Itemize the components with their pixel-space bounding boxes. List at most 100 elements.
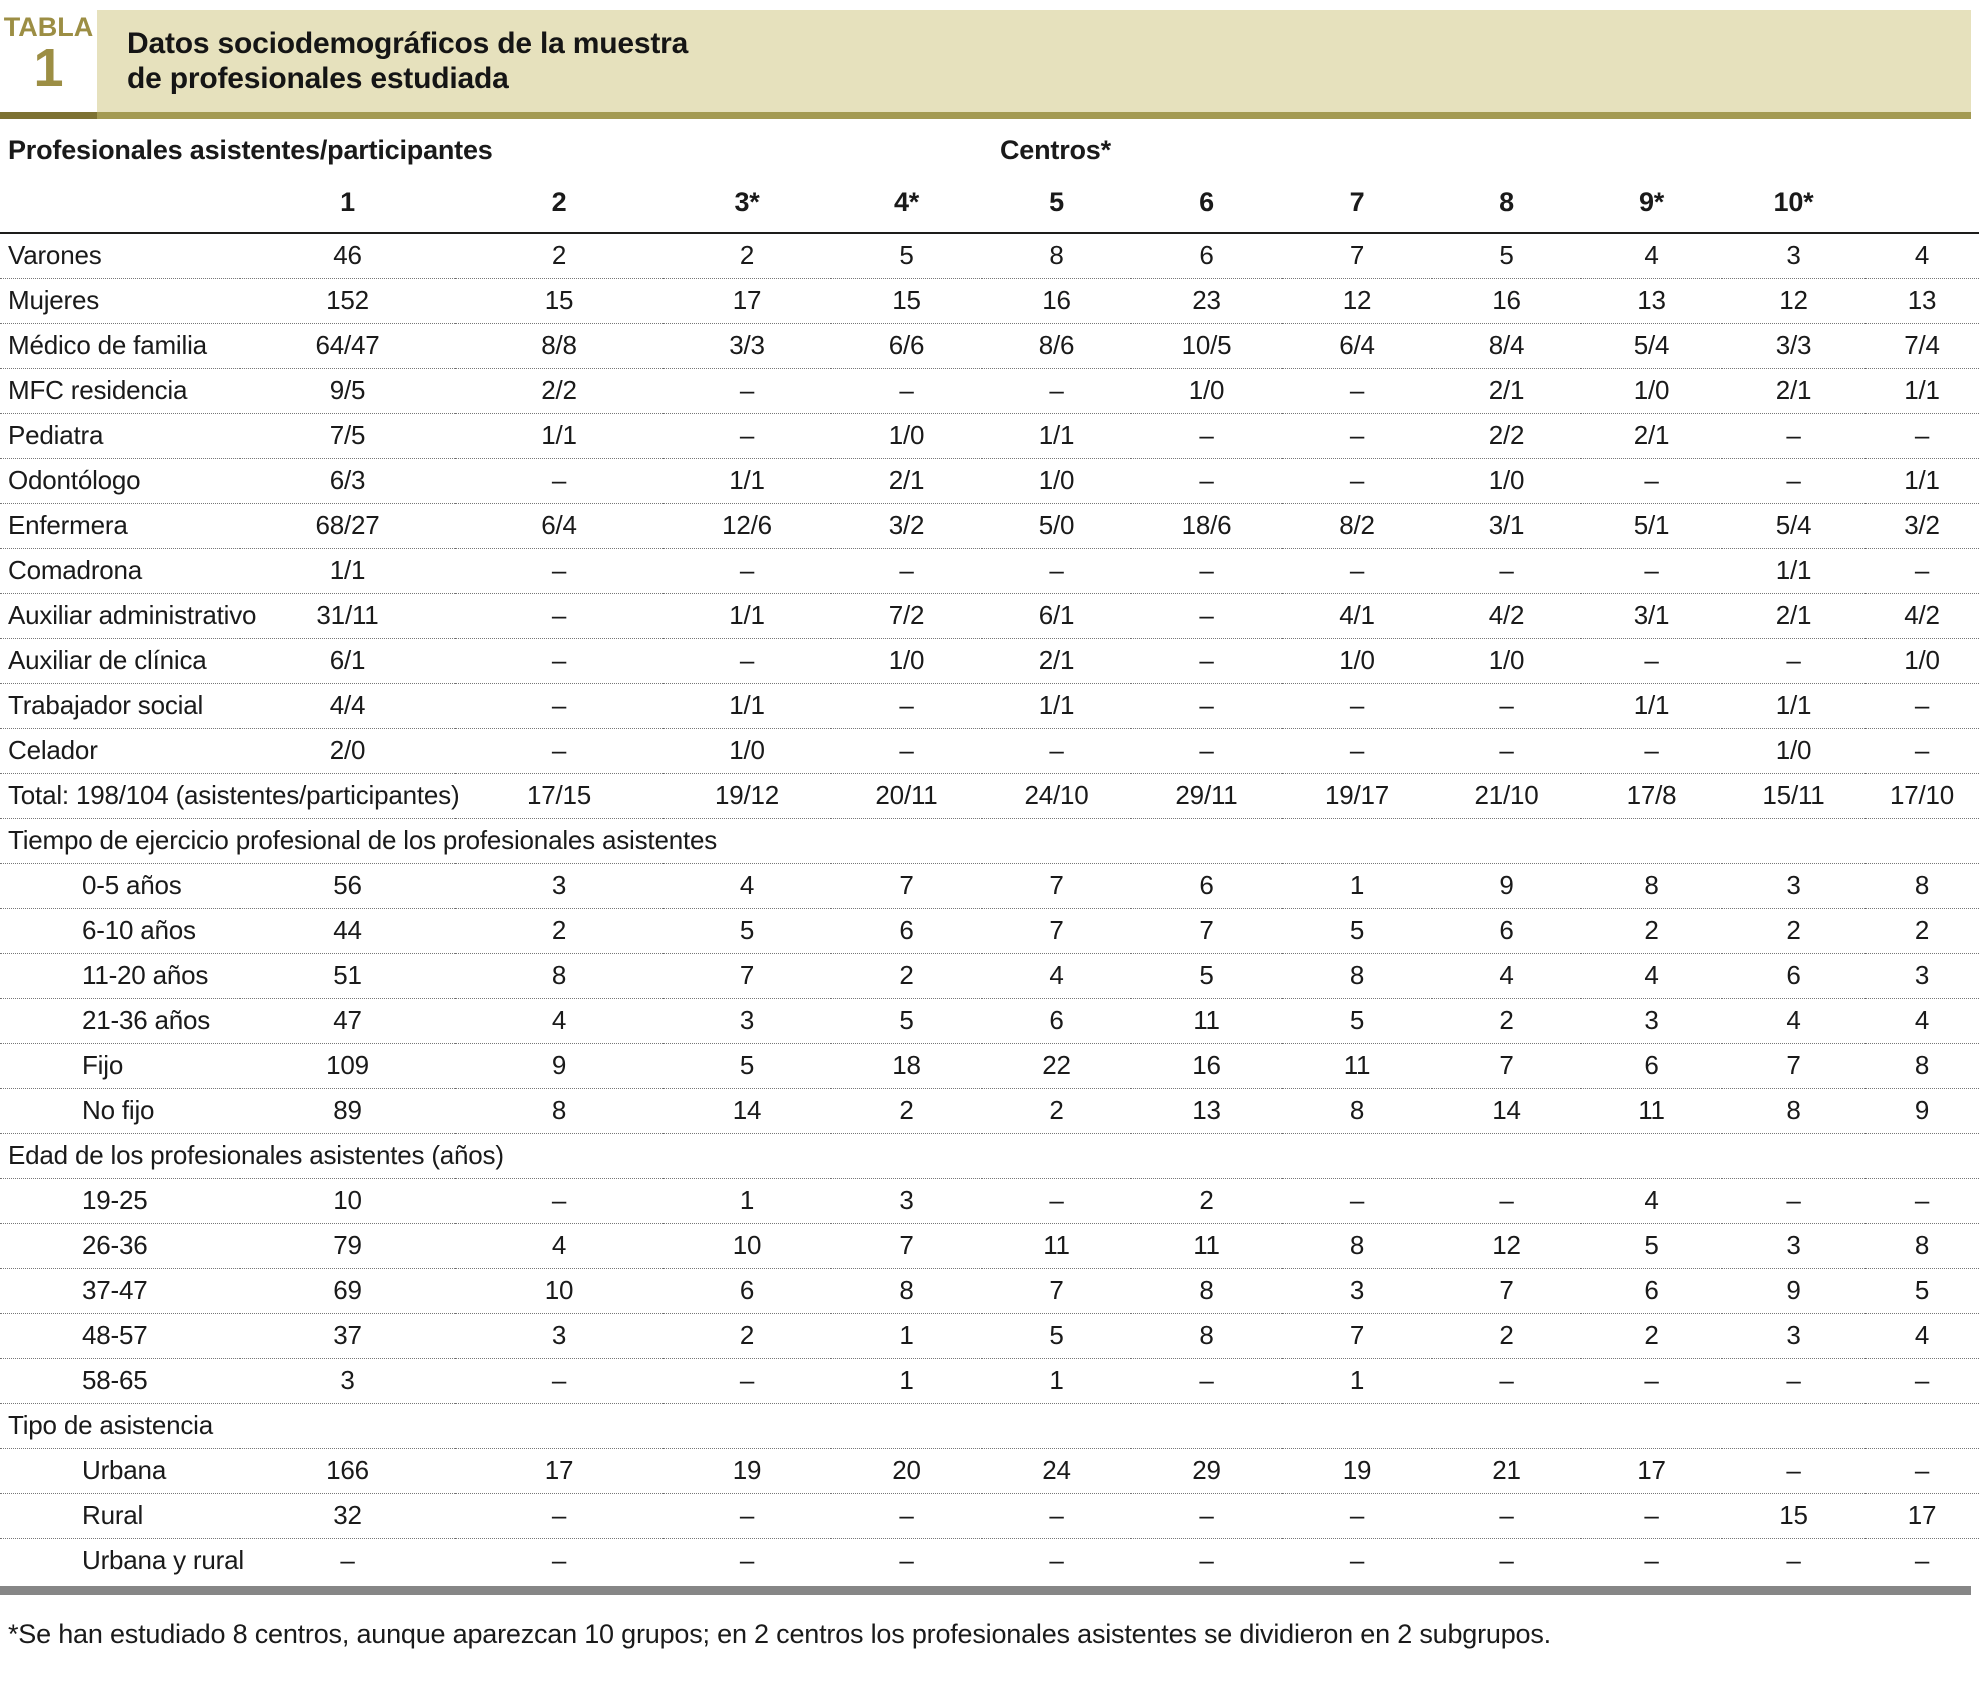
cell: 24 xyxy=(982,1448,1131,1494)
cell: 15 xyxy=(831,278,982,324)
column-header-4: 4* xyxy=(831,177,982,234)
cell: – xyxy=(455,1493,663,1539)
cell: 21/10 xyxy=(1432,773,1581,819)
cell: – xyxy=(1131,638,1282,684)
cell: 8 xyxy=(1282,1088,1432,1134)
row-label: MFC residencia xyxy=(0,368,240,414)
cell: 1/0 xyxy=(1722,728,1865,774)
cell: – xyxy=(1722,458,1865,504)
cell: 5/1 xyxy=(1581,503,1722,549)
cell: 2 xyxy=(1131,1178,1282,1224)
cell: 4 xyxy=(1722,998,1865,1044)
cell: – xyxy=(455,593,663,639)
cell: – xyxy=(1282,683,1432,729)
cell: 11 xyxy=(1581,1088,1722,1134)
cell: 11 xyxy=(982,1223,1131,1269)
cell: – xyxy=(1432,728,1581,774)
cell: 3 xyxy=(240,1358,455,1404)
table-row: Mujeres 152 15 17 15 16 23 12 16 13 12 13 xyxy=(0,278,1979,324)
cell: 1/0 xyxy=(1131,368,1282,414)
table-row: Auxiliar de clínica 6/1– –1/0 2/1–1/0 1/0– –1… xyxy=(0,638,1979,684)
cell: – xyxy=(1282,458,1432,504)
row-label: 58-65 xyxy=(0,1358,240,1404)
centros-group-header: Centros* xyxy=(1000,135,1111,165)
cell: 4 xyxy=(455,998,663,1044)
cell: – xyxy=(1432,683,1581,729)
cell: 16 xyxy=(1131,1043,1282,1089)
cell: 7/5 xyxy=(240,413,455,459)
cell: – xyxy=(982,1493,1131,1539)
table-row: 19-25 10–1 3–2– –4– – xyxy=(0,1178,1979,1224)
cell: 7 xyxy=(1432,1268,1581,1314)
cell: 6 xyxy=(1131,233,1282,279)
cell: 3/3 xyxy=(1722,323,1865,369)
row-label: Odontólogo xyxy=(0,458,240,504)
cell: – xyxy=(455,1178,663,1224)
cell: 9 xyxy=(1432,863,1581,909)
cell: 15 xyxy=(1722,1493,1865,1539)
cell: – xyxy=(1432,1493,1581,1539)
cell: 7 xyxy=(1282,233,1432,279)
cell: 7/4 xyxy=(1865,323,1979,369)
cell: 51 xyxy=(240,953,455,999)
table-row: Comadrona 1/1– – – – – – – –1/1– xyxy=(0,548,1979,594)
cell: 8 xyxy=(1131,1268,1282,1314)
cell: 68/27 xyxy=(240,503,455,549)
cell: 5 xyxy=(1131,953,1282,999)
cell: 5/0 xyxy=(982,503,1131,549)
cell: 16 xyxy=(1432,278,1581,324)
cell: – xyxy=(1049,1545,1064,1576)
cell: 4 xyxy=(1865,1313,1979,1359)
table-row: No fijo 89 8 14 2 2 13 8 14 11 8 9 xyxy=(0,1088,1979,1134)
cell: – xyxy=(1282,728,1432,774)
table-row: Auxiliar administrativo 31/11–1/1 7/2 6/1–4… xyxy=(0,593,1979,639)
cell: 5 xyxy=(1581,1223,1722,1269)
cell: 19/12 xyxy=(663,773,831,819)
cell: – xyxy=(1499,1545,1514,1576)
cell: 20 xyxy=(831,1448,982,1494)
cell: 6 xyxy=(1581,1268,1722,1314)
row-label: Comadrona xyxy=(0,548,240,594)
cell: – xyxy=(1282,1178,1432,1224)
cell: 1/0 xyxy=(831,638,982,684)
table-row: Urbana 166 17 19 20 24 29 19 21 17– – xyxy=(0,1448,1979,1494)
cell: – xyxy=(1131,458,1282,504)
cell: 7 xyxy=(982,1268,1131,1314)
cell: 32 xyxy=(240,1493,455,1539)
cell: – xyxy=(1581,1493,1722,1539)
cell: – xyxy=(1865,1448,1979,1494)
cell: 44 xyxy=(240,908,455,954)
row-label: 37-47 xyxy=(0,1268,240,1314)
row-label: 48-57 xyxy=(0,1313,240,1359)
cell: 5 xyxy=(663,1043,831,1089)
section-label: Tiempo de ejercicio profesional de los p… xyxy=(0,818,1979,864)
row-label: 21-36 años xyxy=(0,998,240,1044)
cell: – xyxy=(1581,728,1722,774)
table-row: Pediatra 7/5 1/1–1/0 1/1– –2/2 2/1– – xyxy=(0,413,1979,459)
cell: – xyxy=(455,683,663,729)
cell: – xyxy=(663,1493,831,1539)
cell: 5 xyxy=(1432,233,1581,279)
cell: 13 xyxy=(1581,278,1722,324)
cell: 31/11 xyxy=(240,593,455,639)
total-row: Total: 198/104 (asistentes/participantes… xyxy=(0,773,1979,819)
cell: 7 xyxy=(982,908,1131,954)
olive-rule xyxy=(0,112,1971,119)
cell: 14 xyxy=(1432,1088,1581,1134)
cell: 6 xyxy=(663,1268,831,1314)
cell: – xyxy=(739,1545,755,1576)
column-header-1: 1 xyxy=(240,177,455,234)
cell: 29 xyxy=(1131,1448,1282,1494)
cell: 8 xyxy=(1282,953,1432,999)
cell: 1/1 xyxy=(240,548,455,594)
cell: 6/4 xyxy=(455,503,663,549)
table-row: Urbana y rural – – – – – – – – – – – xyxy=(0,1538,1979,1583)
cell: 2 xyxy=(982,1088,1131,1134)
cell: 5 xyxy=(663,908,831,954)
cell: 17/8 xyxy=(1581,773,1722,819)
cell: 11 xyxy=(1282,1043,1432,1089)
cell: 11 xyxy=(1131,1223,1282,1269)
cell: – xyxy=(1865,683,1979,729)
cell: 46 xyxy=(240,233,455,279)
table-row: 26-36 79 4 10 7 11 11 8 12 5 3 8 xyxy=(0,1223,1979,1269)
